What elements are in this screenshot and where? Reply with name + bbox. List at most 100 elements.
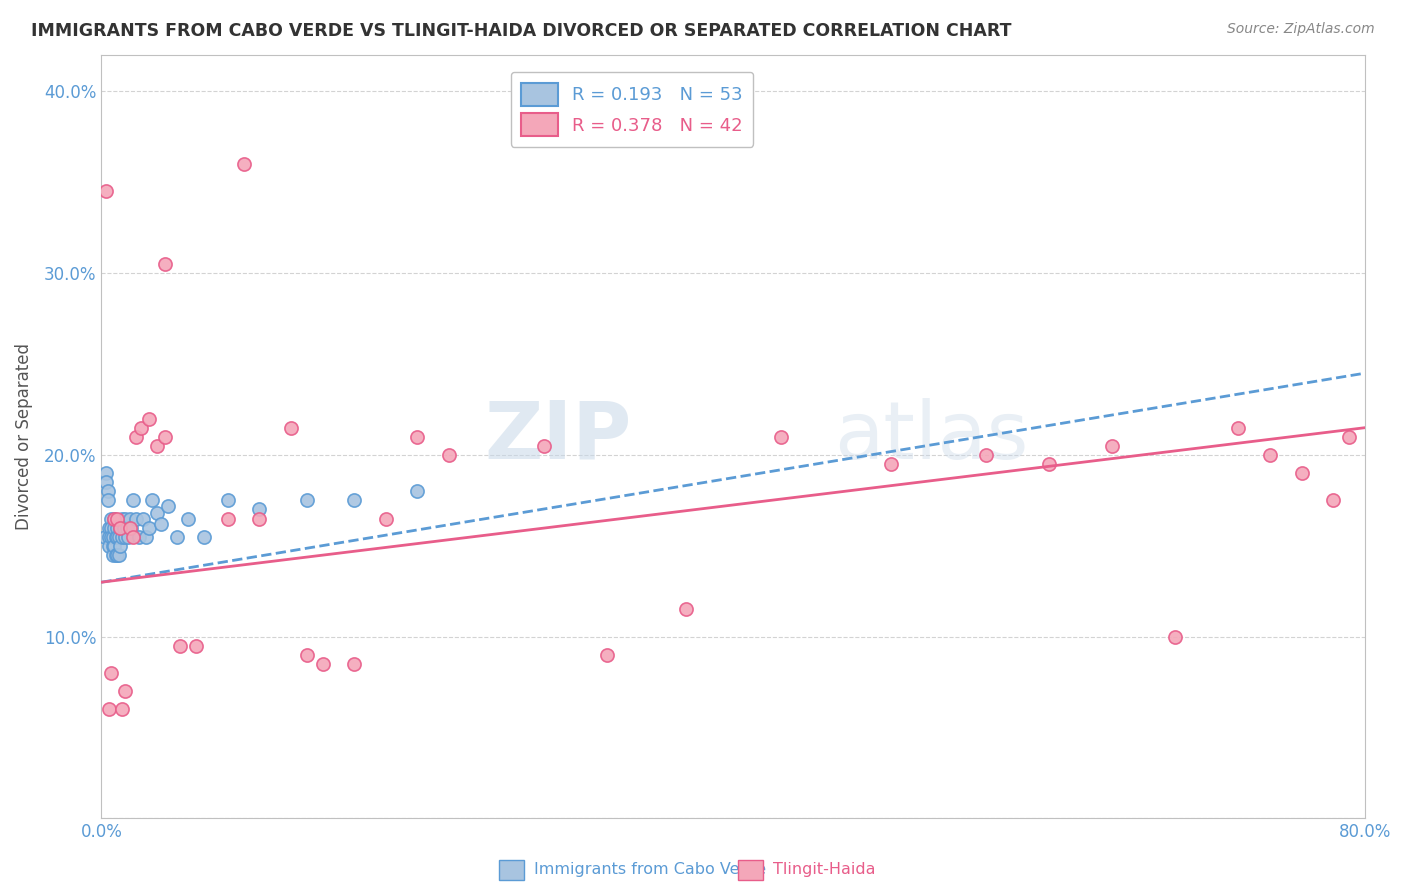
- Point: [100, 666, 122, 681]
- Point: [217, 493, 239, 508]
- Point: [97, 493, 120, 508]
- Point: [145, 506, 167, 520]
- Point: [111, 530, 134, 544]
- Point: [118, 511, 141, 525]
- Point: [110, 539, 132, 553]
- Point: [101, 530, 124, 544]
- Point: [406, 430, 429, 444]
- Point: [103, 511, 125, 525]
- Text: Immigrants from Cabo Verde: Immigrants from Cabo Verde: [534, 863, 766, 877]
- Point: [1164, 630, 1187, 644]
- Text: Source: ZipAtlas.com: Source: ZipAtlas.com: [1227, 22, 1375, 37]
- Point: [138, 521, 160, 535]
- Point: [135, 530, 157, 544]
- Point: [247, 511, 270, 525]
- Point: [96, 185, 118, 199]
- Point: [105, 548, 128, 562]
- Point: [96, 475, 118, 490]
- Point: [150, 516, 173, 531]
- Point: [177, 511, 200, 525]
- Point: [128, 530, 150, 544]
- Point: [1227, 420, 1250, 434]
- Y-axis label: Divorced or Separated: Divorced or Separated: [15, 343, 32, 531]
- Point: [122, 493, 145, 508]
- Point: [105, 511, 128, 525]
- Point: [104, 530, 127, 544]
- Point: [114, 530, 136, 544]
- Point: [1322, 493, 1344, 508]
- Point: [311, 657, 333, 671]
- Point: [98, 539, 121, 553]
- Point: [108, 530, 131, 544]
- Point: [122, 530, 145, 544]
- Point: [295, 493, 318, 508]
- Point: [98, 702, 121, 716]
- Point: [153, 430, 176, 444]
- Point: [437, 448, 460, 462]
- Point: [118, 521, 141, 535]
- Point: [114, 511, 136, 525]
- Point: [769, 430, 792, 444]
- Point: [108, 548, 131, 562]
- Point: [186, 639, 208, 653]
- Point: [112, 521, 135, 535]
- Point: [117, 530, 139, 544]
- Point: [343, 493, 366, 508]
- Point: [1258, 448, 1281, 462]
- Point: [131, 511, 153, 525]
- Point: [114, 684, 136, 698]
- Point: [103, 511, 125, 525]
- Point: [105, 530, 128, 544]
- Point: [138, 411, 160, 425]
- Point: [1337, 430, 1360, 444]
- Point: [98, 530, 121, 544]
- Point: [111, 702, 134, 716]
- Point: [343, 657, 366, 671]
- Point: [166, 530, 188, 544]
- Point: [111, 511, 134, 525]
- Point: [880, 457, 903, 471]
- Point: [100, 521, 122, 535]
- Point: [675, 602, 697, 616]
- Point: [103, 539, 125, 553]
- Point: [105, 521, 128, 535]
- Point: [153, 257, 176, 271]
- Point: [217, 511, 239, 525]
- Point: [101, 539, 124, 553]
- Point: [129, 420, 152, 434]
- Point: [374, 511, 396, 525]
- Point: [1038, 457, 1060, 471]
- Point: [125, 430, 148, 444]
- Point: [280, 420, 302, 434]
- Point: [98, 521, 121, 535]
- Point: [156, 499, 179, 513]
- Point: [115, 521, 138, 535]
- Point: [1291, 466, 1313, 480]
- Point: [974, 448, 997, 462]
- Point: [93, 530, 115, 544]
- Point: [110, 521, 132, 535]
- Text: ZIP: ZIP: [485, 398, 633, 475]
- Point: [121, 521, 143, 535]
- Point: [596, 648, 619, 662]
- Point: [97, 484, 120, 499]
- Point: [125, 511, 148, 525]
- Text: Tlingit-Haida: Tlingit-Haida: [773, 863, 876, 877]
- Point: [169, 639, 191, 653]
- Text: IMMIGRANTS FROM CABO VERDE VS TLINGIT-HAIDA DIVORCED OR SEPARATED CORRELATION CH: IMMIGRANTS FROM CABO VERDE VS TLINGIT-HA…: [31, 22, 1011, 40]
- Point: [247, 502, 270, 516]
- Point: [100, 530, 122, 544]
- Point: [100, 511, 122, 525]
- Point: [101, 548, 124, 562]
- Legend: R = 0.193   N = 53, R = 0.378   N = 42: R = 0.193 N = 53, R = 0.378 N = 42: [510, 71, 754, 147]
- Point: [104, 548, 127, 562]
- Point: [406, 484, 429, 499]
- Text: atlas: atlas: [834, 398, 1029, 475]
- Point: [193, 530, 215, 544]
- Point: [295, 648, 318, 662]
- Point: [103, 521, 125, 535]
- Point: [141, 493, 163, 508]
- Point: [96, 466, 118, 480]
- Point: [232, 157, 254, 171]
- Point: [533, 439, 555, 453]
